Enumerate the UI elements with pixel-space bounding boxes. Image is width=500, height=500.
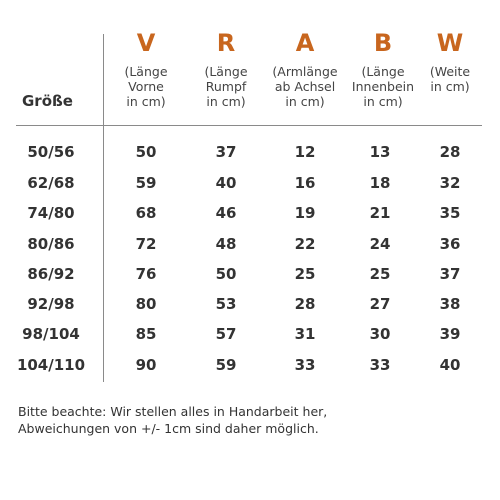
value-cell: 35	[439, 204, 461, 222]
value-cell: 38	[439, 295, 461, 313]
column-description: (Länge Innenbein in cm)	[351, 64, 415, 109]
value-cell: 48	[215, 235, 237, 253]
value-cell: 37	[439, 265, 461, 283]
size-cell: 80/86	[27, 235, 75, 253]
value-cell: 31	[294, 325, 316, 343]
column-description: (Länge Vorne in cm)	[124, 64, 168, 109]
value-cell: 59	[135, 174, 157, 192]
column-header-r: R (Länge Rumpf in cm)	[181, 28, 271, 109]
column-description: (Armlänge ab Achsel in cm)	[272, 64, 338, 109]
value-cell: 25	[369, 265, 391, 283]
value-cell: 50	[215, 265, 237, 283]
size-cell: 104/110	[16, 356, 86, 374]
value-cell: 37	[215, 143, 237, 161]
value-cell: 33	[294, 356, 316, 374]
value-cell: 24	[369, 235, 391, 253]
table-row: 74/80 68 46 19 21 35	[0, 200, 500, 226]
value-cell: 90	[135, 356, 157, 374]
column-letter: B	[373, 29, 393, 57]
value-cell: 28	[294, 295, 316, 313]
table-row: 62/68 59 40 16 18 32	[0, 170, 500, 196]
value-cell: 22	[294, 235, 316, 253]
table-row: 104/110 90 59 33 33 40	[0, 352, 500, 378]
column-letter: V	[136, 29, 156, 57]
size-cell: 74/80	[27, 204, 75, 222]
value-cell: 40	[439, 356, 461, 374]
column-header-b: B (Länge Innenbein in cm)	[338, 28, 428, 109]
table-row: 86/92 76 50 25 25 37	[0, 261, 500, 287]
column-description: (Weite in cm)	[429, 64, 471, 94]
value-cell: 80	[135, 295, 157, 313]
value-cell: 50	[135, 143, 157, 161]
handmade-note: Bitte beachte: Wir stellen alles in Hand…	[18, 404, 328, 436]
value-cell: 39	[439, 325, 461, 343]
table-row: 50/56 50 37 12 13 28	[0, 139, 500, 165]
size-cell: 62/68	[27, 174, 75, 192]
size-cell: 92/98	[27, 295, 75, 313]
value-cell: 12	[294, 143, 316, 161]
size-cell: 50/56	[27, 143, 75, 161]
table-row: 92/98 80 53 28 27 38	[0, 291, 500, 317]
column-letter: A	[295, 29, 315, 57]
value-cell: 19	[294, 204, 316, 222]
value-cell: 72	[135, 235, 157, 253]
column-description: (Länge Rumpf in cm)	[204, 64, 248, 109]
value-cell: 27	[369, 295, 391, 313]
value-cell: 30	[369, 325, 391, 343]
size-cell: 86/92	[27, 265, 75, 283]
header-divider	[16, 125, 482, 126]
value-cell: 28	[439, 143, 461, 161]
value-cell: 18	[369, 174, 391, 192]
value-cell: 36	[439, 235, 461, 253]
value-cell: 16	[294, 174, 316, 192]
value-cell: 59	[215, 356, 237, 374]
value-cell: 68	[135, 204, 157, 222]
size-column-header: Größe	[22, 92, 73, 110]
table-row: 80/86 72 48 22 24 36	[0, 231, 500, 257]
value-cell: 85	[135, 325, 157, 343]
value-cell: 76	[135, 265, 157, 283]
value-cell: 21	[369, 204, 391, 222]
value-cell: 33	[369, 356, 391, 374]
value-cell: 46	[215, 204, 237, 222]
value-cell: 25	[294, 265, 316, 283]
size-cell: 98/104	[22, 325, 80, 343]
value-cell: 53	[215, 295, 237, 313]
value-cell: 13	[369, 143, 391, 161]
value-cell: 32	[439, 174, 461, 192]
value-cell: 40	[215, 174, 237, 192]
vertical-divider	[103, 34, 104, 382]
table-row: 98/104 85 57 31 30 39	[0, 321, 500, 347]
value-cell: 57	[215, 325, 237, 343]
column-letter: R	[216, 29, 236, 57]
column-header-a: A (Armlänge ab Achsel in cm)	[260, 28, 350, 109]
column-header-v: V (Länge Vorne in cm)	[101, 28, 191, 109]
column-header-w: W (Weite in cm)	[405, 28, 495, 94]
column-letter: W	[436, 29, 464, 57]
